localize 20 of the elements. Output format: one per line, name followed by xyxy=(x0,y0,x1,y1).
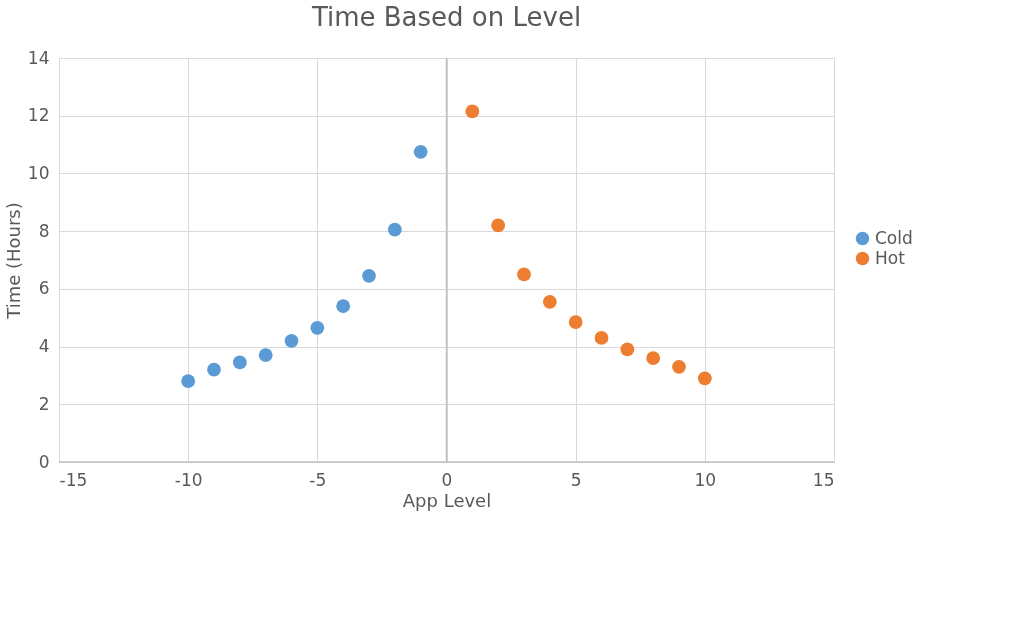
y-tick-label: 12 xyxy=(27,105,50,126)
y-axis-title: Time (Hours) xyxy=(2,202,24,320)
x-axis-title: App Level xyxy=(402,489,492,511)
chart-title: Time Based on Level xyxy=(310,2,582,32)
y-tick-label: 14 xyxy=(27,47,50,68)
y-tick-label: 4 xyxy=(38,336,50,357)
x-tick-label: 10 xyxy=(694,469,717,490)
y-tick-label: 10 xyxy=(27,162,50,183)
y-tick-label: 8 xyxy=(38,220,50,241)
y-tick-label: 0 xyxy=(38,451,50,472)
legend-label: Hot xyxy=(875,247,906,268)
x-tick-label: -15 xyxy=(59,469,88,490)
x-tick-label: 0 xyxy=(441,469,453,490)
x-tick-label: -5 xyxy=(309,469,327,490)
x-tick-label: 5 xyxy=(570,469,582,490)
legend-label: Cold xyxy=(875,227,913,248)
x-tick-label: -10 xyxy=(174,469,203,490)
y-tick-label: 6 xyxy=(38,278,50,299)
x-tick-label: 15 xyxy=(812,469,835,490)
y-tick-label: 2 xyxy=(38,393,50,414)
